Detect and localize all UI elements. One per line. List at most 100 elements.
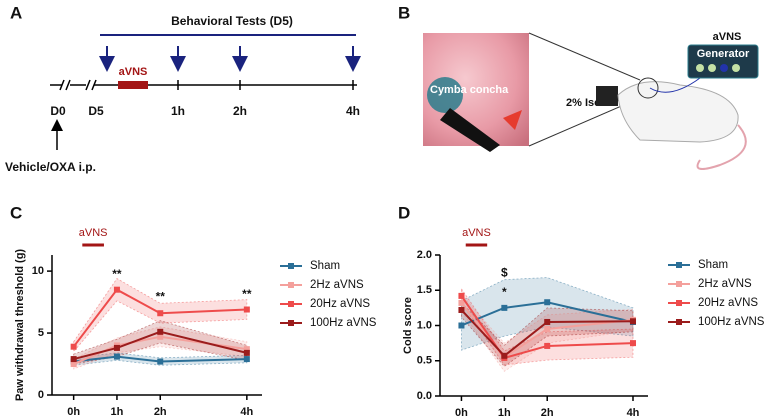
panel-label: B xyxy=(398,3,410,22)
point xyxy=(629,340,636,347)
timeline-header: Behavioral Tests (D5) xyxy=(171,14,293,28)
legend-label: 100Hz aVNS xyxy=(310,317,377,329)
ear-circle xyxy=(637,77,659,99)
x-tick-label: 2h xyxy=(154,406,167,417)
y-axis-label: Paw withdrawal threshold (g) xyxy=(14,249,26,402)
point xyxy=(501,352,508,359)
lead-wire xyxy=(649,77,701,93)
nose-cone xyxy=(596,86,618,106)
point xyxy=(458,306,465,313)
point xyxy=(70,343,77,350)
point xyxy=(544,299,551,306)
stimulus-label: aVNS xyxy=(462,227,491,239)
point xyxy=(70,356,77,363)
point xyxy=(544,326,551,333)
series-line xyxy=(460,295,634,360)
legend-marker xyxy=(288,282,294,288)
series-line xyxy=(460,309,633,358)
annotation: ** xyxy=(156,289,166,303)
site-label: Cymba concha xyxy=(430,84,509,96)
y-axis-label: Cold score xyxy=(402,297,414,354)
legend-label: 20Hz aVNS xyxy=(310,298,370,310)
x-tick-label: 1h xyxy=(111,406,124,417)
y-tick-label: 5 xyxy=(38,327,44,339)
point xyxy=(544,318,551,325)
x-tick-label: 0h xyxy=(455,407,468,417)
y-tick-label: 0.0 xyxy=(417,390,432,402)
point xyxy=(113,353,120,360)
point xyxy=(113,344,120,351)
panel-label: C xyxy=(10,203,22,222)
legend-label: 2Hz aVNS xyxy=(310,279,364,291)
point xyxy=(157,358,164,365)
point xyxy=(458,292,465,299)
legend-label: 20Hz aVNS xyxy=(698,297,758,309)
error-band xyxy=(461,301,634,367)
point xyxy=(157,333,164,340)
device-title: aVNS xyxy=(713,31,742,43)
legend-label: 100Hz aVNS xyxy=(698,316,765,328)
series-line xyxy=(461,301,634,327)
stimulus-label: aVNS xyxy=(79,227,108,239)
clip xyxy=(503,110,522,130)
annotation: $ xyxy=(501,266,508,280)
chart: D Cold score 0.0 0.5 1.0 1.5 2.0 0h 1h 2h 4h aVNS Sh… xyxy=(398,203,765,417)
x-tick-label: 4h xyxy=(240,406,253,417)
mouse xyxy=(617,81,739,143)
electrode xyxy=(440,108,500,152)
point xyxy=(458,322,465,329)
test-arrows xyxy=(99,46,361,72)
legend-label: 2Hz aVNS xyxy=(698,278,752,290)
point xyxy=(113,286,120,293)
y-tick-label: 2.0 xyxy=(417,249,432,261)
point xyxy=(458,299,465,306)
treatment-label: Vehicle/OXA i.p. xyxy=(5,160,96,174)
legend-marker xyxy=(676,319,682,325)
day-label: D5 xyxy=(88,104,104,118)
device-label: Generator xyxy=(697,48,750,60)
tail xyxy=(696,124,747,170)
stimulus-label: aVNS xyxy=(119,66,148,78)
series-line xyxy=(460,302,634,359)
legend-marker xyxy=(288,301,294,307)
y-tick-label: 1.0 xyxy=(417,319,432,331)
y-tick-label: 10 xyxy=(32,265,44,277)
point xyxy=(629,318,636,325)
legend-label: Sham xyxy=(310,260,340,272)
point xyxy=(157,328,164,335)
legend-label: Sham xyxy=(698,259,728,271)
time-label: 1h xyxy=(171,104,185,118)
x-tick-label: 2h xyxy=(541,407,554,417)
annotation: ** xyxy=(112,267,122,281)
legend-marker xyxy=(676,281,682,287)
point xyxy=(243,356,250,363)
y-tick-label: 1.5 xyxy=(417,284,432,296)
series-line xyxy=(73,330,248,361)
point xyxy=(544,342,551,349)
point xyxy=(157,310,164,317)
error-band xyxy=(73,326,248,370)
y-tick-label: 0 xyxy=(38,389,44,401)
error-band xyxy=(461,277,634,351)
generator-knobs xyxy=(696,64,740,72)
time-label: 4h xyxy=(346,104,360,118)
point xyxy=(501,304,508,311)
point xyxy=(70,361,77,368)
x-tick-label: 4h xyxy=(627,407,640,417)
point xyxy=(243,349,250,356)
error-band xyxy=(461,293,634,372)
x-tick-label: 1h xyxy=(498,407,511,417)
error-band xyxy=(461,287,634,366)
zoom-line xyxy=(528,32,641,81)
series-line xyxy=(72,288,247,348)
generator xyxy=(687,44,759,79)
cymba-region xyxy=(427,77,463,113)
panel-label: D xyxy=(398,203,410,222)
legend-marker xyxy=(676,262,682,268)
y-tick-label: 0.5 xyxy=(417,355,432,367)
time-label: 2h xyxy=(233,104,247,118)
stimulus-bar xyxy=(118,81,148,89)
point xyxy=(243,306,250,313)
day-label: D0 xyxy=(50,104,66,118)
